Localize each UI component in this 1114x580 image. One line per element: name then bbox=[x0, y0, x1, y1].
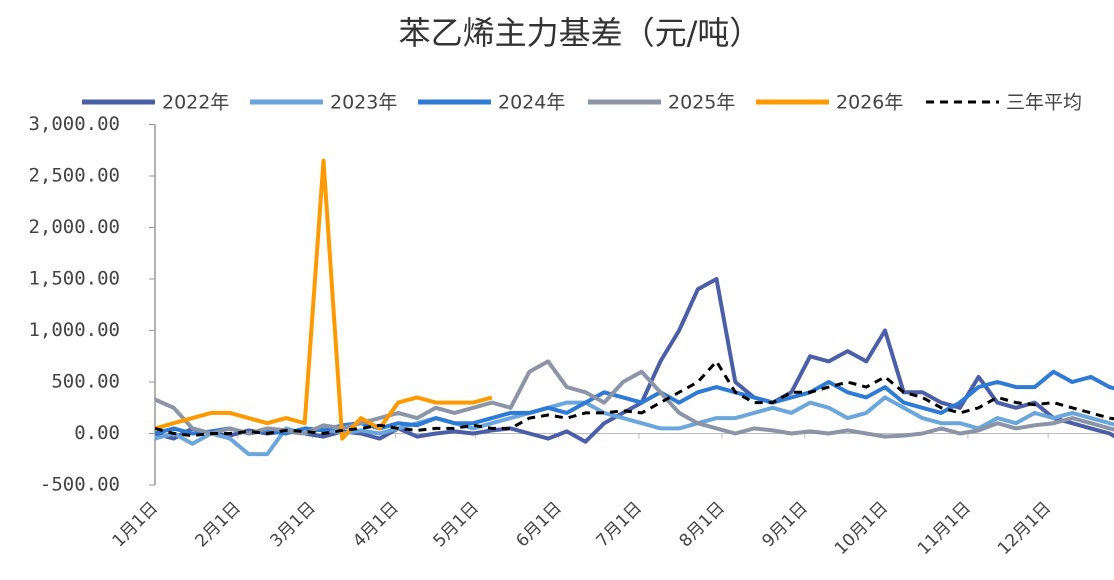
x-tick-label: 8月1日 bbox=[675, 498, 728, 551]
y-tick-label: 1,500.00 bbox=[28, 268, 120, 290]
x-tick-label: 12月1日 bbox=[994, 498, 1055, 559]
plot-area bbox=[155, 158, 1114, 457]
x-tick-label: 7月1日 bbox=[593, 498, 646, 551]
y-tick-label: 0.00 bbox=[74, 422, 120, 444]
legend-label: 2025年 bbox=[668, 92, 735, 114]
x-tick-label: 10月1日 bbox=[831, 498, 892, 559]
x-tick-label: 5月1日 bbox=[429, 498, 482, 551]
axes: -500.00 0.00 500.00 1,000.00 1,500.00 2,000.0… bbox=[28, 113, 1114, 559]
series-line bbox=[155, 359, 1114, 438]
legend-label: 2026年 bbox=[836, 92, 903, 114]
series-line bbox=[155, 158, 493, 441]
y-tick-label: 2,500.00 bbox=[28, 165, 120, 187]
x-tick-label: 2月1日 bbox=[191, 498, 244, 551]
series-line bbox=[155, 359, 1114, 439]
y-tick-label: 2,000.00 bbox=[28, 216, 120, 238]
y-tick-label: -500.00 bbox=[40, 474, 120, 496]
y-tick-label: 1,000.00 bbox=[28, 319, 120, 341]
x-tick-label: 1月1日 bbox=[109, 498, 162, 551]
x-tick-label: 4月1日 bbox=[349, 498, 402, 551]
x-tick-label: 6月1日 bbox=[512, 498, 565, 551]
legend: 2022年 2023年 2024年 2025年 2026年 三年平均 bbox=[82, 92, 1082, 114]
legend-label: 2022年 bbox=[162, 92, 229, 114]
series-line bbox=[155, 277, 1114, 444]
x-tick-label: 9月1日 bbox=[758, 498, 811, 551]
x-tick-label: 11月1日 bbox=[914, 498, 975, 559]
legend-label: 2024年 bbox=[498, 92, 565, 114]
chart-title: 苯乙烯主力基差（元/吨） bbox=[399, 14, 762, 52]
y-tick-label: 3,000.00 bbox=[28, 113, 120, 135]
y-tick-label: 500.00 bbox=[51, 371, 120, 393]
legend-label: 三年平均 bbox=[1006, 92, 1082, 114]
legend-label: 2023年 bbox=[330, 92, 397, 114]
x-tick-label: 3月1日 bbox=[266, 498, 319, 551]
